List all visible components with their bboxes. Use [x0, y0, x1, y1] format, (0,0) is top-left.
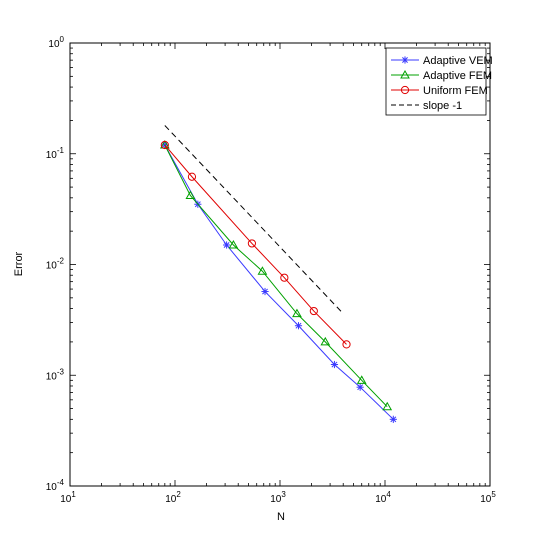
legend-label: Adaptive FEM [423, 70, 492, 82]
data-point [160, 140, 169, 150]
data-point [280, 273, 289, 282]
legend-entries: Adaptive VEM Adaptive FEM Uniform FEM slope… [391, 55, 493, 112]
plot-area [70, 43, 490, 486]
data-point [292, 308, 302, 318]
data-point [330, 360, 339, 369]
y-tick-label: 10-3 [46, 367, 65, 382]
data-point [222, 241, 231, 249]
data-point [356, 383, 364, 391]
legend-entry: Adaptive FEM [391, 69, 492, 82]
data-point [356, 375, 367, 384]
series-adaptive-fem [159, 139, 393, 411]
y-tick-label-base: 10 [46, 482, 58, 493]
data-point-stroke [223, 242, 230, 248]
x-tick-label-base: 10 [270, 494, 282, 505]
y-tick-label: 10-1 [46, 146, 65, 161]
y-tick-label-exponent: -1 [57, 146, 65, 155]
data-point [228, 239, 239, 249]
y-tick-label: 100 [48, 35, 64, 50]
x-tick-label: 104 [375, 490, 391, 505]
data-point [401, 56, 409, 64]
legend-label: Uniform FEM [423, 85, 488, 97]
y-tick-label: 10-2 [46, 257, 65, 272]
x-tick-label: 102 [165, 490, 181, 505]
data-point [294, 322, 303, 330]
data-point [185, 190, 196, 199]
data-point [382, 401, 393, 411]
series-line [164, 144, 347, 345]
data-point-stroke [390, 416, 397, 423]
y-tick-label-base: 10 [48, 39, 60, 50]
legend-entry: Adaptive VEM [391, 55, 493, 67]
data-point [247, 239, 257, 248]
y-tick-label-exponent: -2 [57, 257, 65, 266]
series-slope-1 [164, 125, 344, 314]
series-line [164, 125, 344, 314]
data-point [309, 306, 318, 316]
series-uniform-fem [160, 140, 351, 349]
data-point-stroke [262, 288, 268, 295]
x-axis-tick-labels: 101 102 103 104 105 [60, 490, 496, 505]
data-point-stroke [295, 322, 302, 329]
data-point [159, 139, 170, 149]
y-tick-label: 10-4 [46, 478, 65, 493]
x-tick-label-exponent: 3 [281, 490, 286, 499]
x-tick-label-base: 10 [480, 494, 492, 505]
series-line [164, 144, 388, 408]
x-tick-label-exponent: 4 [386, 490, 391, 499]
data-point [400, 85, 410, 95]
x-tick-label-exponent: 2 [176, 490, 181, 499]
y-tick-label-exponent: -3 [57, 367, 65, 376]
data-point-stroke [402, 57, 408, 63]
data-point-stroke [331, 361, 338, 368]
legend: Adaptive VEM Adaptive FEM Uniform FEM slope… [385, 47, 493, 116]
series-layer [159, 125, 397, 423]
legend-label: slope -1 [423, 100, 462, 112]
legend-box [385, 47, 487, 116]
plot-frame [69, 42, 491, 487]
x-tick-label: 101 [60, 490, 76, 505]
x-tick-label-exponent: 5 [491, 490, 496, 499]
y-tick-label-base: 10 [46, 150, 58, 161]
data-point [261, 287, 269, 296]
data-point-stroke [357, 384, 364, 391]
data-point [187, 172, 197, 181]
data-point [320, 336, 331, 346]
y-tick-label-exponent: 0 [60, 35, 65, 44]
data-point [342, 340, 351, 349]
data-point [257, 266, 268, 275]
x-tick-label-exponent: 1 [71, 490, 76, 499]
x-tick-label-base: 10 [60, 494, 72, 505]
x-tick-label: 105 [480, 490, 496, 505]
legend-label: Adaptive VEM [423, 55, 493, 67]
y-tick-label-exponent: -4 [57, 478, 65, 487]
data-point [400, 69, 410, 79]
series-line [164, 144, 394, 420]
x-tick-label: 103 [270, 490, 286, 505]
legend-entry: slope -1 [391, 100, 462, 112]
y-tick-label-base: 10 [46, 371, 58, 382]
data-point [389, 415, 397, 423]
x-tick-label-base: 10 [165, 494, 177, 505]
x-tick-label-base: 10 [375, 494, 387, 505]
legend-entry: Uniform FEM [391, 85, 488, 97]
x-axis-title: N [277, 511, 285, 523]
y-tick-label-base: 10 [46, 261, 58, 272]
y-axis-title: Error [13, 251, 25, 276]
